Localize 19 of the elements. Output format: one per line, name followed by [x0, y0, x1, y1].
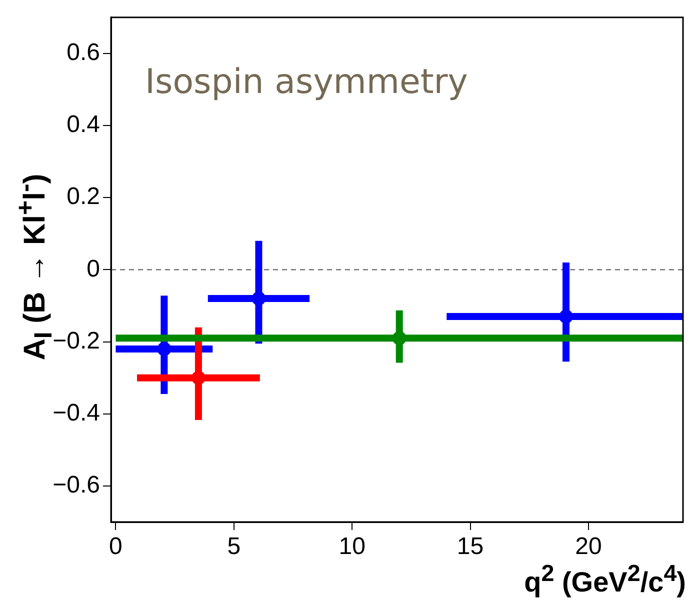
point — [157, 342, 172, 356]
annotation: Isospin asymmetry — [145, 62, 468, 102]
point — [392, 331, 406, 346]
x-tick-label: 20 — [575, 533, 602, 560]
y-tick-label: 0.4 — [66, 111, 100, 138]
x-tick-label: 15 — [456, 533, 484, 560]
y-tick-label: 0.6 — [66, 39, 100, 66]
x-tick-label: 0 — [109, 533, 122, 560]
point — [191, 370, 206, 385]
y-tick-label: 0 — [86, 255, 100, 282]
point — [559, 310, 573, 324]
y-tick-label: −0.4 — [52, 399, 100, 426]
y-tick-label: −0.2 — [52, 327, 100, 354]
x-tick-label: 5 — [227, 533, 241, 560]
x-axis-title: q$^{2}$ (GeV$^{2}$/c$^{4}$) — [524, 560, 686, 598]
point — [252, 292, 266, 306]
y-tick-label: −0.6 — [52, 472, 100, 499]
x-tick-label: 10 — [338, 533, 366, 560]
y-tick-label: 0.2 — [66, 183, 100, 210]
